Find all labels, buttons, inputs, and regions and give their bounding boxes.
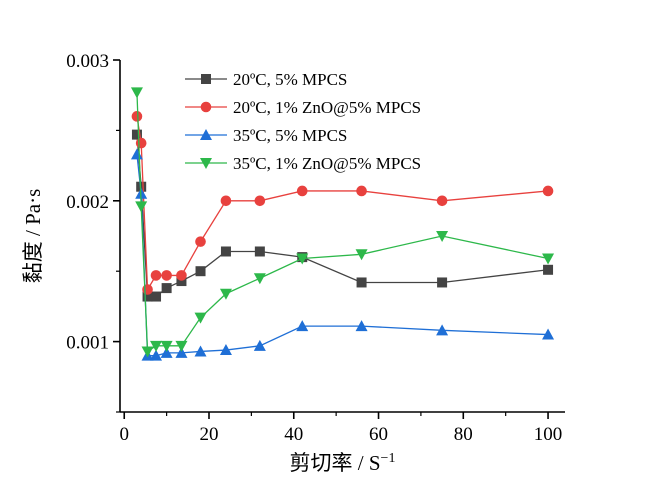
data-point [131,129,142,140]
data-point [141,346,154,358]
data-point [175,346,188,358]
data-point [160,346,173,358]
data-point [296,185,308,197]
y-axis-title: 黏度 / Pa·s [21,189,45,284]
y-tick-label: 0.003 [66,51,109,72]
x-axis-title: 剪切率 / S−1 [290,451,396,475]
legend-label: 20ºC, 1% ZnO@5% MPCS [233,98,421,117]
data-point [436,231,449,242]
data-point [437,277,448,288]
x-axis-title-superscript: −1 [381,451,396,466]
series-line [136,154,549,357]
legend-label: 20ºC, 5% MPCS [233,70,347,89]
data-point [542,328,555,340]
y-tick-label: 0.001 [66,333,109,354]
data-point [254,195,266,207]
axes: 0 20 40 60 80 100 0.001 0.002 0.003 [66,51,562,445]
data-point [142,284,153,295]
legend-marker [200,129,212,140]
legend-label: 35ºC, 5% MPCS [233,126,347,145]
data-point [135,137,147,149]
data-point [150,340,163,352]
legend-item: 20ºC, 5% MPCS [185,70,347,89]
data-point [161,283,172,294]
data-point [253,273,266,285]
x-tick-label: 100 [534,424,563,445]
data-point [296,320,309,332]
data-point [194,345,207,357]
data-point [160,340,173,352]
x-tick-label: 0 [119,424,129,445]
data-point [220,195,232,207]
y-tick-label: 0.002 [66,192,109,213]
data-point [130,87,143,99]
data-point [356,185,367,197]
data-point [142,291,153,302]
legend-marker [201,74,211,84]
series-4 [130,87,555,358]
data-point [150,270,162,281]
data-point [220,246,231,257]
data-point [175,340,188,352]
legend-marker [200,101,212,113]
data-point [436,195,448,207]
legend-marker [200,158,212,169]
data-point [254,246,265,257]
legend-item: 20ºC, 1% ZnO@5% MPCS [185,98,421,117]
legend-item: 35ºC, 5% MPCS [185,126,347,145]
data-point [296,253,309,265]
x-tick-label: 80 [454,424,473,445]
data-point [436,324,449,336]
x-tick-label: 40 [284,424,303,445]
series-group [130,87,555,361]
data-point [150,349,163,361]
plot-frame [119,60,565,413]
data-point [176,270,187,281]
data-point [194,312,207,324]
data-point [136,181,147,192]
data-point [195,266,206,277]
series-2 [131,111,554,295]
data-point [135,201,148,213]
series-3 [130,148,555,361]
legend-item: 35ºC, 1% ZnO@5% MPCS [185,154,421,173]
data-point [355,249,368,261]
data-point [356,277,367,288]
data-point [161,270,172,281]
data-point [219,288,232,300]
data-point [131,111,143,122]
data-point [542,253,555,265]
legend: 20ºC, 5% MPCS 20ºC, 1% ZnO@5% MPCS 35ºC, 5… [185,70,421,173]
data-point [253,339,266,351]
x-tick-label: 60 [369,424,388,445]
data-point [151,291,162,302]
x-tick-label: 20 [200,424,219,445]
data-point [355,320,368,332]
data-point [543,264,554,275]
data-point [195,236,206,247]
legend-label: 35ºC, 1% ZnO@5% MPCS [233,154,421,173]
data-point [219,344,232,356]
data-point [176,276,187,287]
data-point [542,185,554,197]
